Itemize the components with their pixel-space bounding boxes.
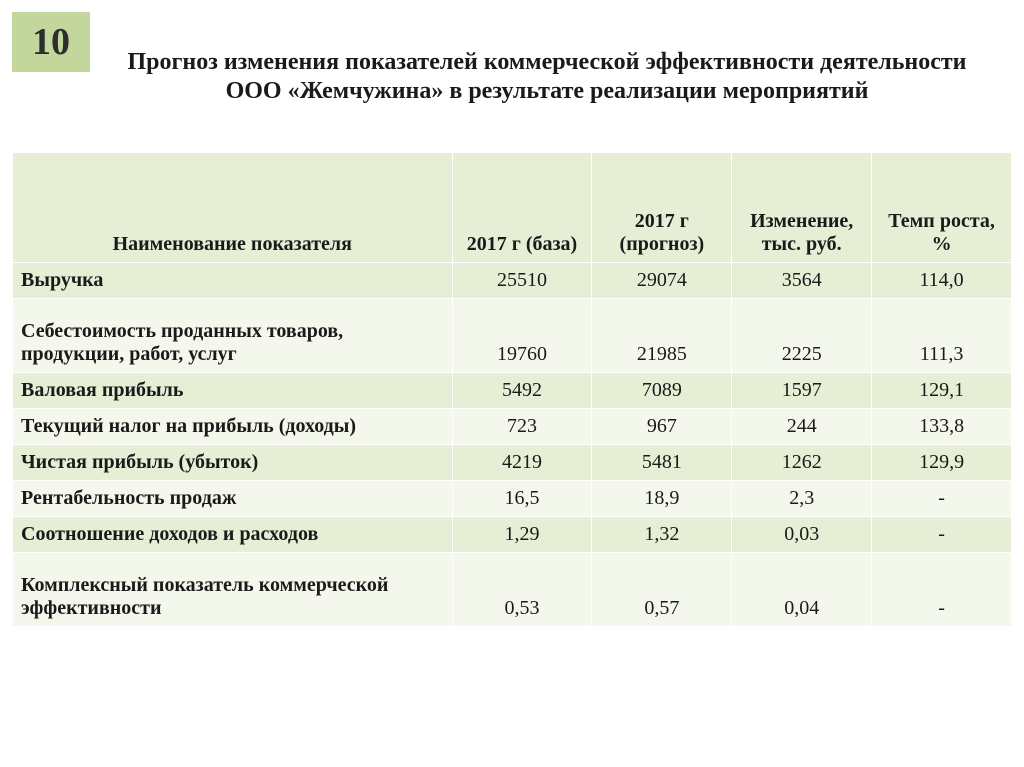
- row-value-cell: 1,32: [592, 517, 732, 553]
- row-value-cell: 723: [452, 409, 592, 445]
- table-row: Рентабельность продаж16,518,92,3-: [13, 481, 1012, 517]
- row-value-cell: -: [872, 481, 1012, 517]
- row-value-cell: 0,03: [732, 517, 872, 553]
- row-name-cell: Рентабельность продаж: [13, 481, 453, 517]
- row-value-cell: 18,9: [592, 481, 732, 517]
- row-value-cell: 5492: [452, 373, 592, 409]
- col-header-base: 2017 г (база): [452, 153, 592, 263]
- row-value-cell: 4219: [452, 445, 592, 481]
- row-value-cell: 29074: [592, 263, 732, 299]
- col-header-forecast: 2017 г (прогноз): [592, 153, 732, 263]
- table-row: Чистая прибыль (убыток)421954811262129,9: [13, 445, 1012, 481]
- data-table: Наименование показателя 2017 г (база) 20…: [12, 152, 1012, 627]
- data-table-container: Наименование показателя 2017 г (база) 20…: [12, 152, 1012, 627]
- row-value-cell: 16,5: [452, 481, 592, 517]
- row-value-cell: 967: [592, 409, 732, 445]
- row-value-cell: 21985: [592, 299, 732, 373]
- row-name-cell: Соотношение доходов и расходов: [13, 517, 453, 553]
- row-value-cell: 129,9: [872, 445, 1012, 481]
- row-value-cell: 25510: [452, 263, 592, 299]
- row-value-cell: 129,1: [872, 373, 1012, 409]
- slide-number-badge: 10: [12, 12, 90, 72]
- row-value-cell: 1,29: [452, 517, 592, 553]
- row-value-cell: 7089: [592, 373, 732, 409]
- row-value-cell: 111,3: [872, 299, 1012, 373]
- row-value-cell: 0,04: [732, 553, 872, 627]
- row-name-cell: Комплексный показатель коммерческой эффе…: [13, 553, 453, 627]
- table-row: Соотношение доходов и расходов1,291,320,…: [13, 517, 1012, 553]
- table-row: Комплексный показатель коммерческой эффе…: [13, 553, 1012, 627]
- table-row: Текущий налог на прибыль (доходы)7239672…: [13, 409, 1012, 445]
- row-value-cell: 1262: [732, 445, 872, 481]
- row-name-cell: Себестоимость проданных товаров, продукц…: [13, 299, 453, 373]
- table-header-row: Наименование показателя 2017 г (база) 20…: [13, 153, 1012, 263]
- col-header-name: Наименование показателя: [13, 153, 453, 263]
- row-value-cell: 2225: [732, 299, 872, 373]
- table-row: Валовая прибыль549270891597129,1: [13, 373, 1012, 409]
- row-value-cell: 0,57: [592, 553, 732, 627]
- row-value-cell: 0,53: [452, 553, 592, 627]
- row-value-cell: 1597: [732, 373, 872, 409]
- row-value-cell: -: [872, 517, 1012, 553]
- row-value-cell: 19760: [452, 299, 592, 373]
- row-value-cell: -: [872, 553, 1012, 627]
- row-value-cell: 5481: [592, 445, 732, 481]
- table-body: Выручка25510290743564114,0Себестоимость …: [13, 263, 1012, 627]
- row-value-cell: 3564: [732, 263, 872, 299]
- row-value-cell: 2,3: [732, 481, 872, 517]
- row-value-cell: 244: [732, 409, 872, 445]
- row-name-cell: Выручка: [13, 263, 453, 299]
- row-name-cell: Чистая прибыль (убыток): [13, 445, 453, 481]
- table-row: Себестоимость проданных товаров, продукц…: [13, 299, 1012, 373]
- slide-number-text: 10: [32, 20, 70, 64]
- row-value-cell: 133,8: [872, 409, 1012, 445]
- row-name-cell: Валовая прибыль: [13, 373, 453, 409]
- slide-title: Прогноз изменения показателей коммерческ…: [110, 48, 984, 106]
- table-row: Выручка25510290743564114,0: [13, 263, 1012, 299]
- row-name-cell: Текущий налог на прибыль (доходы): [13, 409, 453, 445]
- col-header-change: Изменение, тыс. руб.: [732, 153, 872, 263]
- col-header-growth: Темп роста, %: [872, 153, 1012, 263]
- row-value-cell: 114,0: [872, 263, 1012, 299]
